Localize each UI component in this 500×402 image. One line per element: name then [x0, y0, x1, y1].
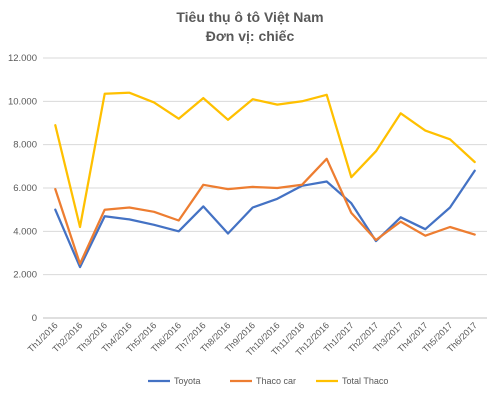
y-tick-label: 8.000 [13, 140, 37, 151]
y-tick-label: 6.000 [13, 183, 37, 194]
y-tick-label: 10.000 [8, 96, 37, 107]
series-line-toyota [54, 169, 476, 269]
series-line-total-thaco [54, 91, 476, 229]
chart-subtitle: Đơn vị: chiếc [206, 28, 295, 44]
x-axis-ticks: Th1/2016Th2/2016Th3/2016Th4/2016Th5/2016… [26, 320, 479, 358]
chart-title: Tiêu thụ ô tô Việt Nam [176, 9, 323, 25]
series-line-thaco-car [54, 157, 476, 265]
series-lines [54, 91, 476, 269]
legend-label: Total Thaco [342, 376, 388, 386]
legend-label: Thaco car [256, 376, 296, 386]
y-tick-label: 12.000 [8, 53, 37, 64]
y-tick-label: 0 [32, 313, 37, 324]
y-tick-label: 4.000 [13, 226, 37, 237]
legend: Toyota Thaco car Total Thaco [148, 376, 388, 386]
y-axis-ticks: 0 2.000 4.000 6.000 8.000 10.000 12.000 [8, 53, 37, 324]
y-tick-label: 2.000 [13, 270, 37, 281]
legend-label: Toyota [174, 376, 201, 386]
